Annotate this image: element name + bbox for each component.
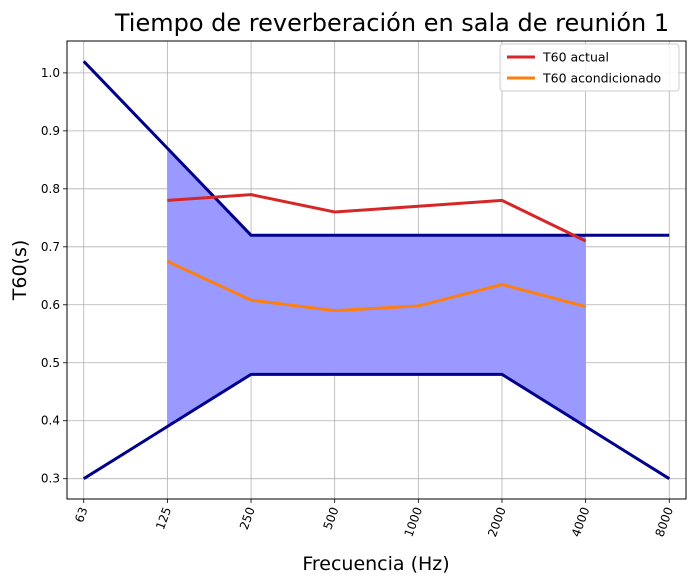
x-tick-label: 4000 (569, 505, 593, 538)
y-tick-label: 0.6 (41, 298, 60, 312)
plot-frame (66, 40, 687, 500)
series-line-1 (167, 193, 587, 243)
x-axis-label: Frecuencia (Hz) (302, 553, 449, 575)
y-tick-label: 0.8 (41, 182, 60, 196)
y-tick-label: 0.9 (41, 124, 60, 138)
lines-layer (82, 60, 671, 480)
x-tick-label: 500 (321, 505, 342, 531)
series-line-2 (166, 259, 587, 313)
y-tick-label: 0.4 (41, 414, 60, 428)
x-tick-label: 63 (72, 505, 90, 524)
x-tick-label: 1000 (402, 505, 426, 538)
y-tick-label: 0.3 (41, 472, 60, 486)
legend-label: T60 actual (542, 50, 609, 65)
y-tick-label: 1.0 (41, 66, 60, 80)
x-tick-label: 125 (153, 505, 174, 531)
chart-title: Tiempo de reverberación en sala de reuni… (114, 9, 669, 37)
x-tick-label: 250 (237, 505, 258, 531)
y-tick-label: 0.7 (41, 240, 60, 254)
tolerance-band (167, 148, 586, 427)
band-layer (167, 148, 586, 427)
x-axis-ticks: 63 125 250 500 1000 2000 4000 8000 (72, 499, 676, 539)
x-tick-label: 2000 (485, 505, 509, 538)
legend: T60 actual T60 acondicionado (499, 43, 680, 92)
x-tick-label: 8000 (652, 505, 676, 538)
y-axis-label: T60(s) (9, 240, 31, 302)
legend-label: T60 acondicionado (542, 71, 661, 86)
legend-box (499, 43, 680, 92)
y-axis-ticks: 0.3 0.4 0.5 0.6 0.7 0.8 0.9 1.0 (41, 66, 67, 486)
lower-limit-line (82, 372, 671, 480)
y-tick-label: 0.5 (41, 356, 60, 370)
